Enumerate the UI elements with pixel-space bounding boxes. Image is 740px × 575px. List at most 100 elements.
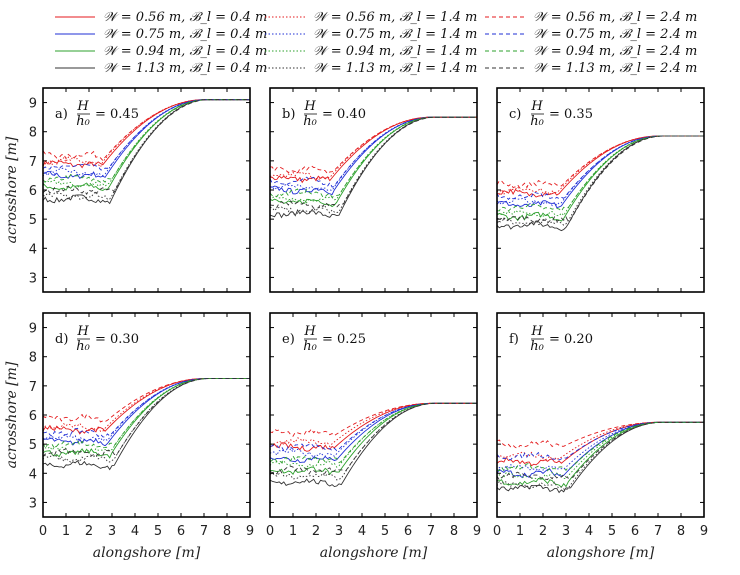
series-line-W075-bl0.4 [497, 421, 704, 479]
x-tick-label: 1 [289, 524, 297, 539]
ratio-numerator: H [303, 99, 316, 114]
ratio-denominator: h₀ [76, 114, 90, 129]
x-tick-label: 0 [266, 524, 274, 539]
series-line-W113-bl0.4 [497, 421, 704, 494]
y-axis-label: acrosshore [m] [4, 361, 20, 468]
series-line-W075-bl2.4 [270, 116, 477, 188]
panel-ratio-value: = 0.40 [322, 107, 366, 122]
y-tick-label: 5 [29, 438, 37, 453]
series-line-W113-bl2.4 [43, 378, 250, 457]
panel-ratio-value: = 0.25 [322, 332, 366, 347]
ratio-numerator: H [530, 324, 543, 339]
x-tick-label: 8 [223, 524, 231, 539]
series-line-W113-bl1.4 [270, 116, 477, 215]
series-line-W094-bl0.4 [43, 99, 250, 191]
series-line-W056-bl2.4 [43, 99, 250, 162]
ratio-denominator: h₀ [530, 114, 544, 129]
x-tick-label: 6 [404, 524, 412, 539]
series-line-W094-bl0.4 [497, 135, 704, 222]
x-tick-label: 8 [450, 524, 458, 539]
series-line-W113-bl0.4 [43, 99, 250, 205]
x-tick-label: 9 [246, 524, 254, 539]
panel-frame [496, 87, 705, 293]
panel-e: 0 1 2 3 4 5 6 7 8 9 e) Hh₀ = 0.25 [266, 312, 481, 539]
series-line-W056-bl0.4 [43, 378, 250, 435]
y-axis-label: acrosshore [m] [4, 136, 20, 243]
x-tick-label: 3 [562, 524, 570, 539]
x-tick-label: 2 [85, 524, 93, 539]
series-line-W113-bl1.4 [497, 421, 704, 491]
series-line-W075-bl0.4 [497, 135, 704, 209]
series-line-W075-bl2.4 [497, 421, 704, 461]
series-line-W056-bl1.4 [270, 116, 477, 181]
series-line-W094-bl1.4 [497, 135, 704, 218]
series-line-W056-bl1.4 [497, 421, 704, 461]
series-line-W075-bl1.4 [270, 402, 477, 458]
series-line-W075-bl0.4 [270, 116, 477, 196]
series-line-W075-bl2.4 [270, 402, 477, 452]
panel-ratio-value: = 0.30 [95, 332, 139, 347]
panel-a: 3 4 5 6 7 8 9 a) Hh₀ = 0.45 [29, 87, 251, 293]
legend-label-10: 𝒲 = 0.75 m, ℬ_l = 2.4 m [533, 27, 697, 42]
legend-label-4: 𝒲 = 1.13 m, ℬ_l = 0.4 m [103, 61, 267, 76]
x-tick-label: 0 [493, 524, 501, 539]
legend-label-7: 𝒲 = 0.94 m, ℬ_l = 1.4 m [313, 44, 477, 59]
legend-label-8: 𝒲 = 1.13 m, ℬ_l = 1.4 m [313, 61, 477, 76]
x-tick-label: 3 [108, 524, 116, 539]
y-tick-label: 8 [29, 351, 37, 366]
legend-label-6: 𝒲 = 0.75 m, ℬ_l = 1.4 m [313, 27, 477, 42]
series-line-W113-bl0.4 [497, 135, 704, 232]
panel-c: c) Hh₀ = 0.35 [496, 87, 705, 293]
x-tick-label: 9 [700, 524, 708, 539]
y-tick-label: 6 [29, 184, 37, 199]
x-tick-label: 4 [358, 524, 366, 539]
series-line-W113-bl1.4 [497, 135, 704, 226]
panel-ratio-value: = 0.20 [549, 332, 593, 347]
legend-label-2: 𝒲 = 0.75 m, ℬ_l = 0.4 m [103, 27, 267, 42]
x-tick-label: 7 [654, 524, 662, 539]
x-tick-label: 3 [335, 524, 343, 539]
panel-letter: e) [282, 332, 295, 347]
y-tick-label: 9 [29, 97, 37, 112]
y-tick-label: 6 [29, 409, 37, 424]
series-line-W056-bl2.4 [497, 421, 704, 449]
panel-frame [42, 87, 251, 293]
ratio-denominator: h₀ [303, 339, 317, 354]
series-line-W075-bl0.4 [270, 402, 477, 463]
series-line-W094-bl1.4 [497, 421, 704, 480]
panel-letter: c) [509, 107, 521, 122]
y-tick-label: 4 [29, 467, 37, 482]
x-axis-label: alongshore [m] [547, 545, 655, 561]
ratio-numerator: H [76, 324, 89, 339]
series-line-W075-bl2.4 [43, 99, 250, 171]
series-line-W113-bl1.4 [43, 99, 250, 201]
y-tick-label: 3 [29, 496, 37, 511]
panel-ratio-value: = 0.35 [549, 107, 593, 122]
series-group [270, 116, 477, 219]
ratio-numerator: H [530, 99, 543, 114]
series-line-W075-bl1.4 [43, 99, 250, 177]
x-tick-label: 5 [154, 524, 162, 539]
x-tick-label: 0 [39, 524, 47, 539]
y-tick-label: 5 [29, 213, 37, 228]
legend-label-9: 𝒲 = 0.56 m, ℬ_l = 2.4 m [533, 10, 697, 25]
x-axis-label: alongshore [m] [93, 545, 201, 561]
series-group [43, 378, 250, 471]
x-tick-label: 2 [312, 524, 320, 539]
x-tick-label: 5 [608, 524, 616, 539]
panel-letter: d) [55, 332, 68, 347]
series-line-W094-bl2.4 [43, 99, 250, 183]
y-tick-label: 3 [29, 271, 37, 286]
series-group [43, 99, 250, 205]
series-line-W113-bl2.4 [270, 116, 477, 209]
series-group [497, 135, 704, 232]
legend-label-12: 𝒲 = 1.13 m, ℬ_l = 2.4 m [533, 61, 697, 76]
x-tick-label: 6 [631, 524, 639, 539]
series-line-W056-bl0.4 [497, 421, 704, 467]
ratio-denominator: h₀ [76, 339, 90, 354]
x-axis-label: alongshore [m] [320, 545, 428, 561]
series-line-W094-bl2.4 [270, 402, 477, 464]
series-line-W056-bl2.4 [270, 402, 477, 437]
series-line-W113-bl0.4 [43, 378, 250, 471]
series-line-W094-bl2.4 [497, 135, 704, 212]
